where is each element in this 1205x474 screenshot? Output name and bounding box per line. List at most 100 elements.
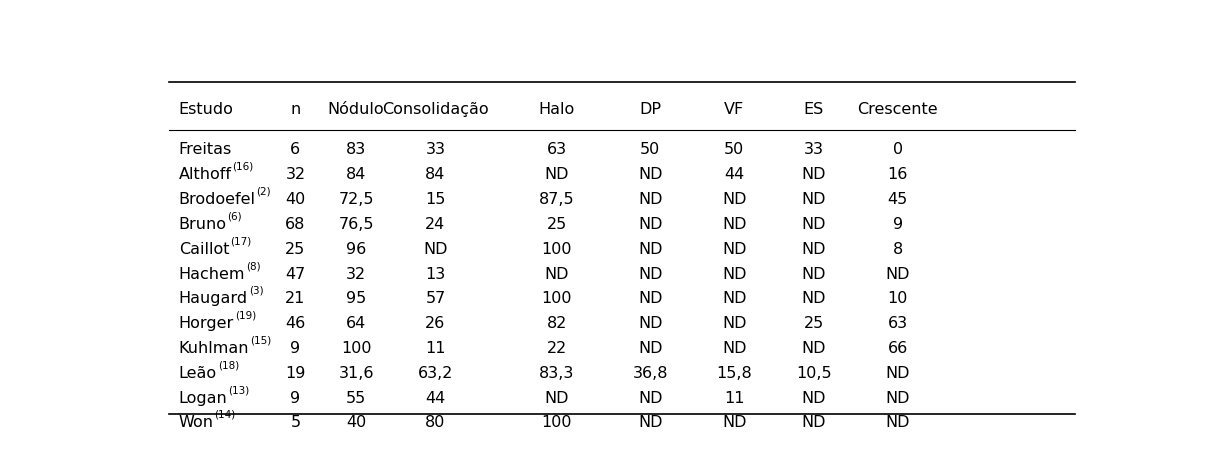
Text: ND: ND (722, 341, 747, 356)
Text: 87,5: 87,5 (539, 192, 575, 207)
Text: ND: ND (545, 266, 569, 282)
Text: Leão: Leão (178, 366, 217, 381)
Text: 24: 24 (425, 217, 446, 232)
Text: Hachem: Hachem (178, 266, 245, 282)
Text: 10,5: 10,5 (795, 366, 831, 381)
Text: 95: 95 (346, 292, 366, 306)
Text: Kuhlman: Kuhlman (178, 341, 249, 356)
Text: 32: 32 (346, 266, 366, 282)
Text: (6): (6) (228, 211, 242, 221)
Text: 47: 47 (286, 266, 306, 282)
Text: ND: ND (801, 192, 825, 207)
Text: ND: ND (886, 366, 910, 381)
Text: ND: ND (722, 316, 747, 331)
Text: 26: 26 (425, 316, 446, 331)
Text: ND: ND (801, 266, 825, 282)
Text: ND: ND (801, 391, 825, 406)
Text: ND: ND (801, 167, 825, 182)
Text: 33: 33 (425, 143, 446, 157)
Text: 32: 32 (286, 167, 305, 182)
Text: ND: ND (637, 292, 663, 306)
Text: 82: 82 (547, 316, 568, 331)
Text: ND: ND (801, 341, 825, 356)
Text: 22: 22 (547, 341, 568, 356)
Text: (3): (3) (248, 286, 264, 296)
Text: 10: 10 (888, 292, 907, 306)
Text: 68: 68 (286, 217, 306, 232)
Text: Brodoefel: Brodoefel (178, 192, 255, 207)
Text: 15,8: 15,8 (717, 366, 752, 381)
Text: 25: 25 (547, 217, 568, 232)
Text: n: n (290, 102, 300, 117)
Text: 0: 0 (893, 143, 903, 157)
Text: 13: 13 (425, 266, 446, 282)
Text: 84: 84 (425, 167, 446, 182)
Text: 72,5: 72,5 (339, 192, 374, 207)
Text: (16): (16) (233, 162, 254, 172)
Text: (14): (14) (214, 410, 236, 420)
Text: ND: ND (801, 292, 825, 306)
Text: (17): (17) (230, 236, 252, 246)
Text: Althoff: Althoff (178, 167, 231, 182)
Text: ND: ND (886, 391, 910, 406)
Text: 50: 50 (724, 143, 745, 157)
Text: ND: ND (722, 266, 747, 282)
Text: Freitas: Freitas (178, 143, 231, 157)
Text: ND: ND (637, 391, 663, 406)
Text: ND: ND (801, 217, 825, 232)
Text: ND: ND (722, 415, 747, 430)
Text: 63,2: 63,2 (418, 366, 453, 381)
Text: 11: 11 (724, 391, 745, 406)
Text: 44: 44 (425, 391, 446, 406)
Text: ND: ND (722, 242, 747, 257)
Text: 46: 46 (286, 316, 306, 331)
Text: ND: ND (722, 292, 747, 306)
Text: 9: 9 (893, 217, 903, 232)
Text: 19: 19 (286, 366, 306, 381)
Text: ND: ND (545, 167, 569, 182)
Text: ND: ND (637, 192, 663, 207)
Text: (15): (15) (251, 336, 271, 346)
Text: ND: ND (801, 242, 825, 257)
Text: 33: 33 (804, 143, 824, 157)
Text: 50: 50 (640, 143, 660, 157)
Text: VF: VF (724, 102, 745, 117)
Text: ND: ND (637, 167, 663, 182)
Text: 100: 100 (541, 292, 572, 306)
Text: 100: 100 (341, 341, 371, 356)
Text: Nódulo: Nódulo (328, 102, 384, 117)
Text: 5: 5 (290, 415, 300, 430)
Text: 16: 16 (888, 167, 907, 182)
Text: Bruno: Bruno (178, 217, 227, 232)
Text: Won: Won (178, 415, 213, 430)
Text: ND: ND (801, 415, 825, 430)
Text: Crescente: Crescente (858, 102, 937, 117)
Text: 80: 80 (425, 415, 446, 430)
Text: ND: ND (886, 415, 910, 430)
Text: (19): (19) (235, 310, 257, 320)
Text: 36,8: 36,8 (633, 366, 668, 381)
Text: Horger: Horger (178, 316, 234, 331)
Text: Estudo: Estudo (178, 102, 234, 117)
Text: 84: 84 (346, 167, 366, 182)
Text: 57: 57 (425, 292, 446, 306)
Text: Halo: Halo (539, 102, 575, 117)
Text: DP: DP (639, 102, 662, 117)
Text: 6: 6 (290, 143, 300, 157)
Text: 83: 83 (346, 143, 366, 157)
Text: 21: 21 (286, 292, 306, 306)
Text: 25: 25 (286, 242, 306, 257)
Text: Caillot: Caillot (178, 242, 229, 257)
Text: ND: ND (637, 242, 663, 257)
Text: ND: ND (722, 192, 747, 207)
Text: 83,3: 83,3 (539, 366, 575, 381)
Text: 9: 9 (290, 341, 300, 356)
Text: 25: 25 (804, 316, 824, 331)
Text: ND: ND (637, 217, 663, 232)
Text: ND: ND (722, 217, 747, 232)
Text: (13): (13) (228, 385, 249, 395)
Text: 40: 40 (286, 192, 306, 207)
Text: (18): (18) (218, 360, 239, 370)
Text: Haugard: Haugard (178, 292, 248, 306)
Text: 8: 8 (893, 242, 903, 257)
